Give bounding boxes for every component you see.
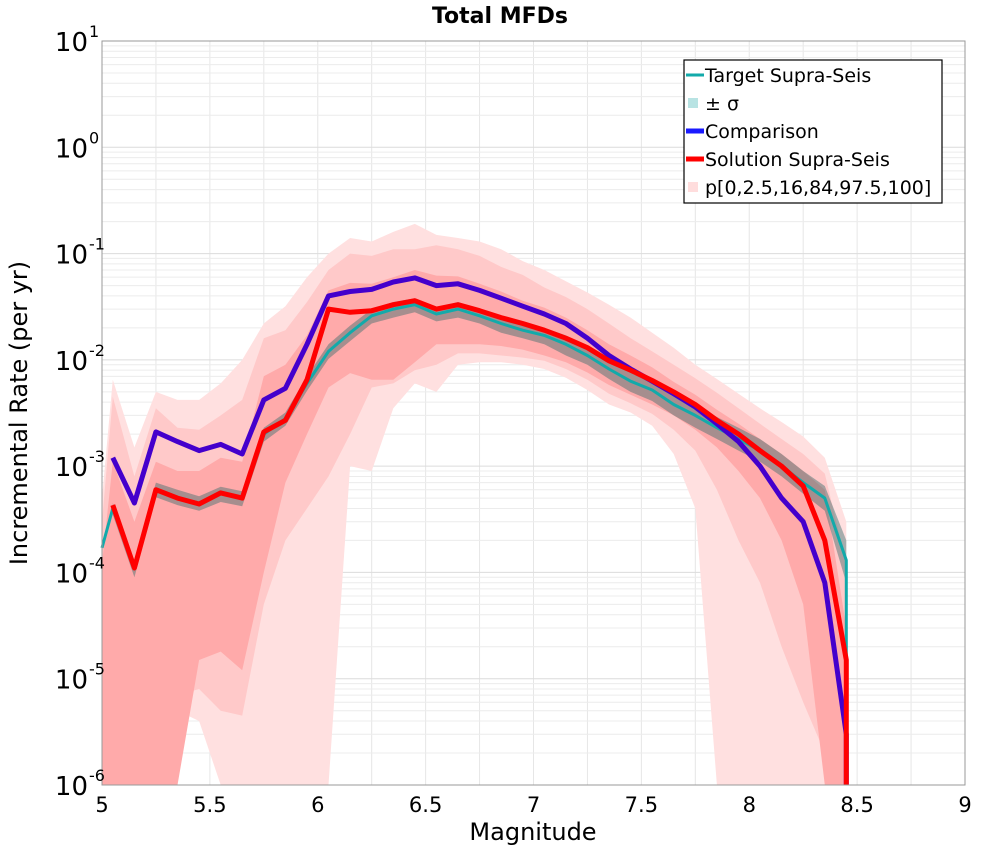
legend-label-comparison: Comparison [705,121,819,143]
y-tick-exponent: -5 [89,660,105,679]
legend-box [683,59,943,204]
y-tick-exponent: -2 [89,341,105,360]
solution-supra-seis-line [110,298,849,785]
y-tick-exponent: 1 [89,22,99,41]
x-tick-label: 8.5 [840,793,873,817]
x-tick-label: 5.5 [193,793,226,817]
legend-swatch-p-0-2-5-16-84-97-5-100 [688,182,698,192]
x-tick-label: 6.5 [409,793,442,817]
legend-label-solution-supra-seis: Solution Supra-Seis [705,149,890,171]
y-tick-label: 10 [55,347,88,377]
legend-label-target-supra-seis: Target Supra-Seis [704,65,871,87]
tick-labels: 5 5.5 6 6.5 7 7.5 8 8.5 910-610-510-410-310 -210-… [55,22,972,817]
comparison-line [110,275,849,785]
y-tick-exponent: -6 [89,766,105,785]
y-tick-exponent: -1 [89,235,105,254]
x-tick-label: 7.5 [625,793,658,817]
y-tick-label: 10 [55,241,88,271]
y-tick-label: 10 [55,772,88,802]
x-axis-label: Magnitude [469,818,596,846]
y-tick-exponent: -4 [89,553,105,572]
x-tick-label: 7 [527,793,540,817]
x-tick-label: 5 [95,793,108,817]
y-tick-label: 10 [55,453,88,483]
chart-title: Total MFDs [432,4,568,29]
y-axis-label: Incremental Rate (per yr) [5,261,33,565]
y-tick-label: 10 [55,559,88,589]
x-tick-label: 9 [958,793,971,817]
y-tick-label: 10 [55,666,88,696]
y-tick-exponent: 0 [89,128,99,147]
y-tick-label: 10 [55,28,88,58]
legend: Target Supra-Seis ± σ Comparison Solution S… [683,59,943,204]
legend-label-sigma: ± σ [705,93,739,115]
legend-swatch-sigma [688,98,698,108]
band-p16-p84 [102,270,847,785]
series-lines [100,275,849,785]
y-tick-label: 10 [55,134,88,164]
legend-label-p-0-2-5-16-84-97-5-100: p[0,2.5,16,84,97.5,100] [705,177,931,199]
x-tick-label: 8 [743,793,756,817]
y-tick-exponent: -3 [89,447,105,466]
plot-frame [101,40,966,786]
x-tick-label: 6 [311,793,324,817]
